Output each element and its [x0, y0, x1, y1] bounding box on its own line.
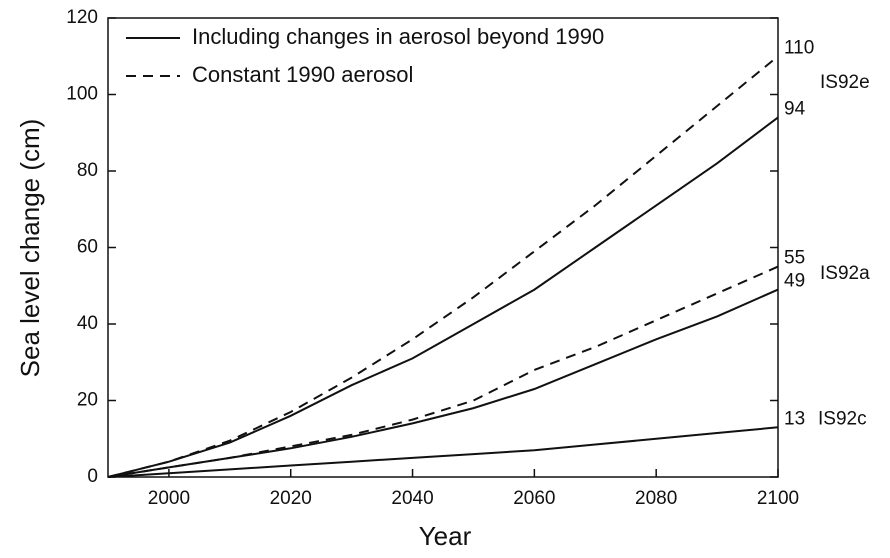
scenario-label: IS92a: [820, 263, 870, 284]
x-tick-label: 2100: [757, 488, 799, 509]
y-tick-label: 120: [66, 7, 98, 28]
legend-label: Constant 1990 aerosol: [192, 62, 413, 87]
end-value-label: 94: [784, 98, 806, 119]
end-value-label: 110: [784, 37, 814, 58]
series-line: [107, 426, 779, 478]
y-tick-label: 40: [77, 313, 98, 334]
series-line: [107, 265, 779, 478]
series-line: [107, 55, 779, 478]
y-tick-label: 0: [87, 466, 98, 487]
series-line: [107, 116, 779, 478]
x-tick-label: 2080: [635, 488, 677, 509]
x-axis-title: Year: [419, 521, 472, 551]
y-tick-label: 80: [77, 160, 98, 181]
plot-frame: [107, 17, 779, 478]
end-value-label: 55: [784, 248, 805, 269]
legend-label: Including changes in aerosol beyond 1990: [192, 24, 604, 49]
series-line: [107, 288, 779, 478]
end-value-label: 13: [784, 408, 805, 429]
scenario-label: IS92c: [818, 408, 867, 429]
x-tick-label: 2060: [513, 488, 555, 509]
y-tick-label: 100: [66, 84, 98, 105]
y-tick-label: 60: [77, 237, 98, 258]
x-tick-label: 2040: [391, 488, 433, 509]
y-axis-title: Sea level change (cm): [15, 119, 45, 378]
y-tick-label: 20: [77, 390, 98, 411]
x-tick-label: 2000: [148, 488, 190, 509]
x-tick-label: 2020: [270, 488, 312, 509]
scenario-label: IS92e: [820, 72, 870, 93]
end-value-label: 49: [784, 271, 805, 292]
